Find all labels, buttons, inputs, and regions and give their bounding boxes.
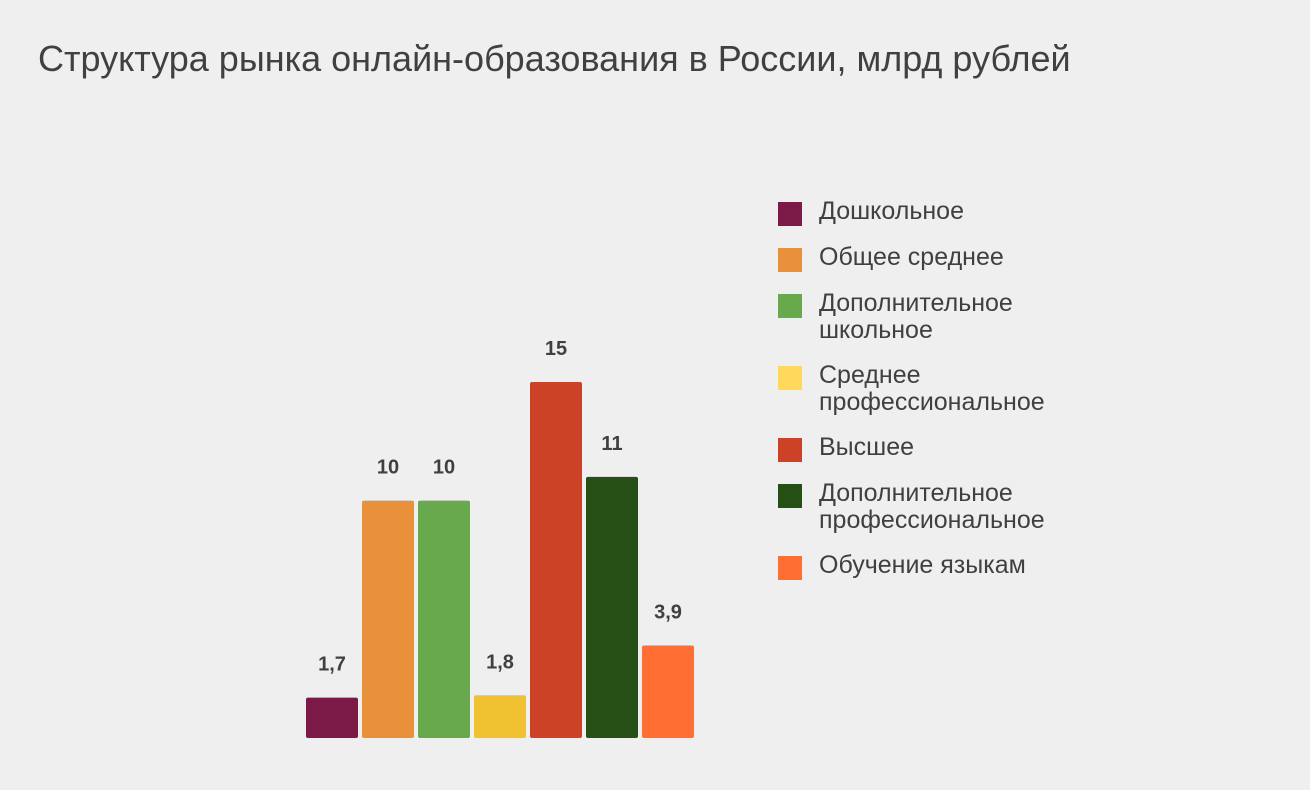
bar — [362, 500, 414, 738]
legend-item: Дополнительное школьное — [778, 290, 1098, 344]
legend-swatch — [778, 366, 802, 390]
bar — [474, 695, 526, 738]
legend-swatch — [778, 202, 802, 226]
bar-value-label: 3,9 — [654, 601, 682, 623]
legend-item: Среднее профессиональное — [778, 362, 1098, 416]
legend-swatch — [778, 248, 802, 272]
legend-label: Дополнительное школьное — [819, 289, 1013, 344]
legend: Дошкольное Общее среднее Дополнительное … — [778, 198, 1098, 598]
legend-label: Дошкольное — [819, 197, 964, 225]
bar-value-label: 10 — [377, 457, 399, 479]
legend-swatch — [778, 438, 802, 462]
legend-swatch — [778, 556, 802, 580]
bar — [418, 500, 470, 738]
bar-value-label: 11 — [601, 433, 622, 455]
legend-item: Высшее — [778, 434, 1098, 462]
bar — [306, 697, 358, 738]
bar-chart: 1,7 10 10 1,8 15 11 3,9 — [306, 338, 694, 738]
legend-label: Среднее профессиональное — [819, 361, 1045, 416]
legend-item: Дошкольное — [778, 198, 1098, 226]
bar — [586, 476, 638, 738]
legend-swatch — [778, 294, 802, 318]
bar-value-label: 15 — [545, 338, 567, 360]
legend-item: Дополнительное профессиональное — [778, 480, 1098, 534]
legend-label: Общее среднее — [819, 243, 1004, 271]
legend-label: Дополнительное профессиональное — [819, 479, 1045, 534]
legend-label: Высшее — [819, 433, 915, 461]
chart-title: Структура рынка онлайн-образования в Рос… — [38, 38, 1071, 79]
bar — [530, 382, 582, 738]
legend-label: Обучение языкам — [819, 551, 1026, 579]
bar — [642, 645, 694, 738]
bar-value-label: 1,8 — [486, 651, 514, 673]
legend-item: Общее среднее — [778, 244, 1098, 272]
legend-swatch — [778, 484, 802, 508]
bar-value-label: 10 — [433, 457, 455, 479]
legend-item: Обучение языкам — [778, 552, 1098, 580]
bar-value-label: 1,7 — [318, 654, 346, 676]
